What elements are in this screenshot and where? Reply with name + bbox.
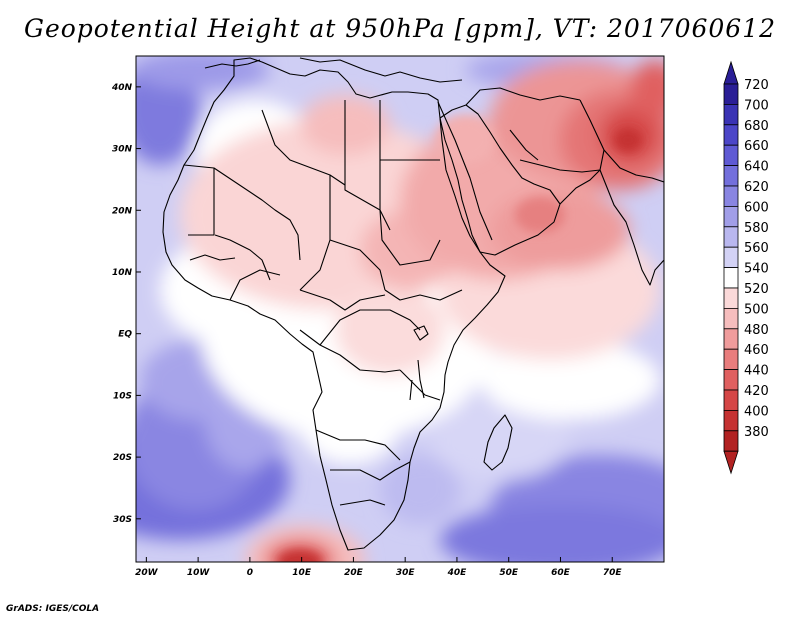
colorbar-label: 480 [744,323,769,338]
colorbar-swatch [723,165,739,187]
lon-tick-label: 70E [603,568,623,578]
grads-credit: GrADS: IGES/COLA [6,604,100,614]
colorbar-label: 380 [744,425,769,440]
colorbar-swatch [723,124,739,146]
colorbar-swatch [723,205,739,228]
colorbar-swatch [723,328,739,350]
colorbar-label: 560 [744,241,769,256]
colorbar-label: 640 [744,160,769,175]
lat-tick-label: 10S [113,391,132,401]
colorbar: 720 700 680 660 640 620 600 580 560 540 520 500 480 4… [723,60,769,475]
colorbar-swatch [723,185,739,207]
lat-tick-label: EQ [118,330,132,340]
coastlines [162,57,664,551]
colorbar-label: 460 [744,343,769,358]
colorbar-label: 540 [744,262,769,277]
lon-tick-label: 60E [551,568,571,578]
lon-tick-label: 10E [292,568,312,578]
colorbar-label: 700 [744,98,769,113]
lon-tick-label: 20E [344,568,364,578]
lon-tick-label: 40E [447,568,468,578]
colorbar-swatch [723,389,739,411]
lon-tick-label: 0 [247,568,253,578]
colorbar-swatch [723,104,739,126]
colorbar-label: 660 [744,139,769,154]
colorbar-label: 600 [744,200,769,215]
lon-tick-label: 30E [396,568,416,578]
colorbar-label: 620 [744,180,769,195]
colorbar-swatch [723,430,739,452]
colorbar-label: 440 [744,364,769,379]
colorbar-label: 500 [744,302,769,317]
colorbar-swatch [723,409,739,432]
colorbar-swatch [723,267,739,289]
colorbar-label: 680 [744,119,769,134]
lat-tick-label: 10N [112,268,133,278]
colorbar-label: 520 [744,282,769,297]
colorbar-swatch [723,226,739,248]
plot-frame [135,55,665,563]
chart-title: Geopotential Height at 950hPa [gpm], VT:… [23,14,777,43]
lon-tick-label: 20W [135,568,159,578]
colorbar-swatch [723,307,739,330]
colorbar-label: 400 [744,404,769,419]
colorbar-swatch [723,144,739,166]
lat-tick-label: 40N [111,83,133,93]
lon-tick-label: 50E [499,568,519,578]
height-field [136,56,664,562]
colorbar-swatch [723,369,739,391]
colorbar-label: 580 [744,221,769,236]
lat-tick-label: 30N [112,145,133,155]
colorbar-bottom-arrow [723,450,739,475]
lon-tick-label: 10W [187,568,211,578]
lat-tick-label: 30S [113,515,132,525]
colorbar-swatch [723,287,739,309]
lat-tick-label: 20S [113,453,132,463]
colorbar-swatch [723,83,739,105]
lat-tick-label: 20N [112,206,133,216]
lon-axis: 20W 10W 0 10E 20E 30E 40E 50E 60E 70E [135,557,622,578]
colorbar-label: 420 [744,384,769,399]
lat-axis: 40N 30N 20N 10N EQ 10S 20S 30S [111,83,141,525]
colorbar-top-arrow [723,60,739,85]
colorbar-swatch [723,246,739,268]
colorbar-swatch [723,348,739,371]
colorbar-label: 720 [744,78,769,93]
